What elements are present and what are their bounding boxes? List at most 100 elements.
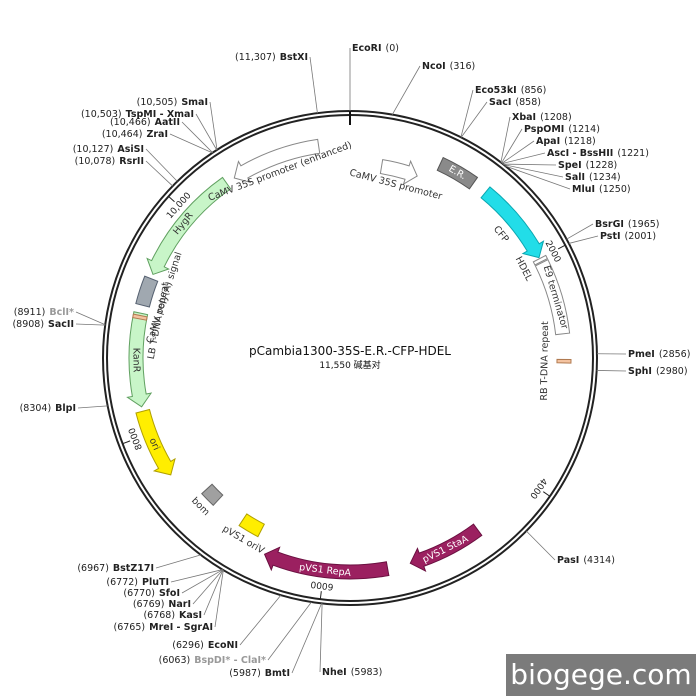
site-leader [505, 165, 571, 190]
site-label: (10,505) SmaI [137, 97, 208, 108]
site-position: (1208) [540, 112, 572, 123]
site-position: (6769) [133, 599, 165, 610]
site-label: (5987) BmtI [229, 668, 290, 679]
site-name: SalI [565, 172, 585, 183]
site-label: (6063) BspDI* - ClaI* [159, 655, 266, 666]
site-position: (6772) [106, 577, 138, 588]
site-leader [460, 89, 474, 138]
site-position: (1234) [589, 172, 621, 183]
tick-mark [542, 491, 551, 497]
site-leader [75, 311, 106, 326]
site-name: KasI [179, 610, 202, 621]
site-position: (2856) [659, 349, 691, 360]
site-leader [75, 323, 106, 326]
site-leader [319, 603, 323, 673]
site-label: (6772) PluTI [106, 577, 169, 588]
site-name: BspDI* - ClaI* [194, 655, 266, 666]
site-leader [169, 133, 213, 154]
site-name: RsrII [119, 156, 144, 167]
site-position: (858) [515, 97, 541, 108]
site-name: AsiSI [117, 144, 144, 155]
feature-shape [233, 138, 321, 184]
site-name: Eco53kI [475, 85, 517, 96]
site-position: (856) [521, 85, 547, 96]
site-name: SmaI [181, 97, 208, 108]
site-label: SalI (1234) [565, 172, 621, 183]
site-label: PmeI (2856) [628, 349, 690, 360]
site-leader [203, 569, 224, 616]
site-label: (6296) EcoNI [172, 640, 238, 651]
site-position: (10,464) [102, 129, 143, 140]
site-leader [309, 56, 318, 114]
feature-bom: bom [189, 483, 224, 518]
site-name: TspMI - XmaI [126, 109, 194, 120]
site-label: NheI (5983) [322, 667, 382, 678]
feature-shape [379, 159, 418, 186]
site-name: AscI - BssHII [547, 148, 613, 159]
site-label: (10,466) AatII [110, 117, 180, 128]
site-position: (8908) [12, 319, 44, 330]
site-position: (1965) [628, 219, 660, 230]
feature-shape [201, 483, 224, 507]
site-label: (10,464) ZraI [102, 129, 168, 140]
site-label: SacI (858) [489, 97, 541, 108]
feature-camv35s-2: CaMV 35S promoter (enhanced) [207, 138, 353, 204]
site-leader [181, 121, 213, 153]
site-name: NarI [168, 599, 191, 610]
site-label: NcoI (316) [422, 61, 475, 72]
feature-cfp: CFP [480, 186, 545, 259]
site-label: (10,503) TspMI - XmaI [81, 109, 194, 120]
site-leader [526, 530, 556, 561]
site-position: (8304) [20, 403, 52, 414]
site-position: (1214) [568, 124, 600, 135]
site-name: EcoRI [352, 43, 382, 54]
site-label: PspOMI (1214) [524, 124, 600, 135]
site-name: EcoNI [208, 640, 238, 651]
site-position: (1228) [586, 160, 618, 171]
feature-rb: RB T-DNA repeat [539, 321, 572, 401]
site-leader [460, 101, 488, 138]
feature-shape [238, 513, 265, 538]
site-leader [155, 554, 201, 569]
feature-shape [263, 546, 390, 580]
site-leader [214, 569, 224, 628]
site-position: (11,307) [235, 52, 276, 63]
site-name: SpeI [558, 160, 582, 171]
feature-shape [532, 254, 549, 266]
site-position: (6063) [159, 655, 191, 666]
site-position: (10,127) [73, 144, 114, 155]
site-position: (316) [450, 61, 476, 72]
site-label: (6770) SfoI [123, 588, 180, 599]
feature-pvs1stab: pVS1 StaA [409, 523, 483, 573]
feature-ori: ori [135, 408, 176, 476]
site-label: SpeI (1228) [558, 160, 617, 171]
site-name: BlpI [55, 403, 76, 414]
feature-pvs1repa: pVS1 RepA [263, 546, 390, 580]
site-name: PmeI [628, 349, 655, 360]
site-label: PasI (4314) [557, 555, 615, 566]
site-name: BmtI [265, 668, 290, 679]
site-position: (0) [386, 43, 399, 54]
backbone-outer [102, 110, 598, 606]
site-label: ApaI (1218) [536, 136, 596, 147]
site-leader [501, 128, 523, 164]
site-leader [145, 148, 178, 182]
site-leader [502, 163, 557, 166]
feature-shape [132, 313, 148, 321]
plasmid-size: 11,550 碱基对 [319, 359, 380, 371]
backbone-ring [102, 110, 598, 606]
feature-label: HDEL [513, 255, 535, 284]
site-name: NcoI [422, 61, 446, 72]
site-position: (6768) [143, 610, 175, 621]
feature-er: E.R. [436, 156, 479, 190]
site-leader [195, 113, 218, 151]
site-leader [596, 370, 627, 372]
site-leader [566, 223, 594, 240]
site-leader [503, 164, 564, 178]
tick-mark [557, 244, 566, 250]
site-name: BsrGI [595, 219, 624, 230]
feature-label: CFP [491, 224, 511, 245]
site-position: (6967) [77, 563, 109, 574]
site-label: (8911) BclI* [14, 307, 74, 318]
